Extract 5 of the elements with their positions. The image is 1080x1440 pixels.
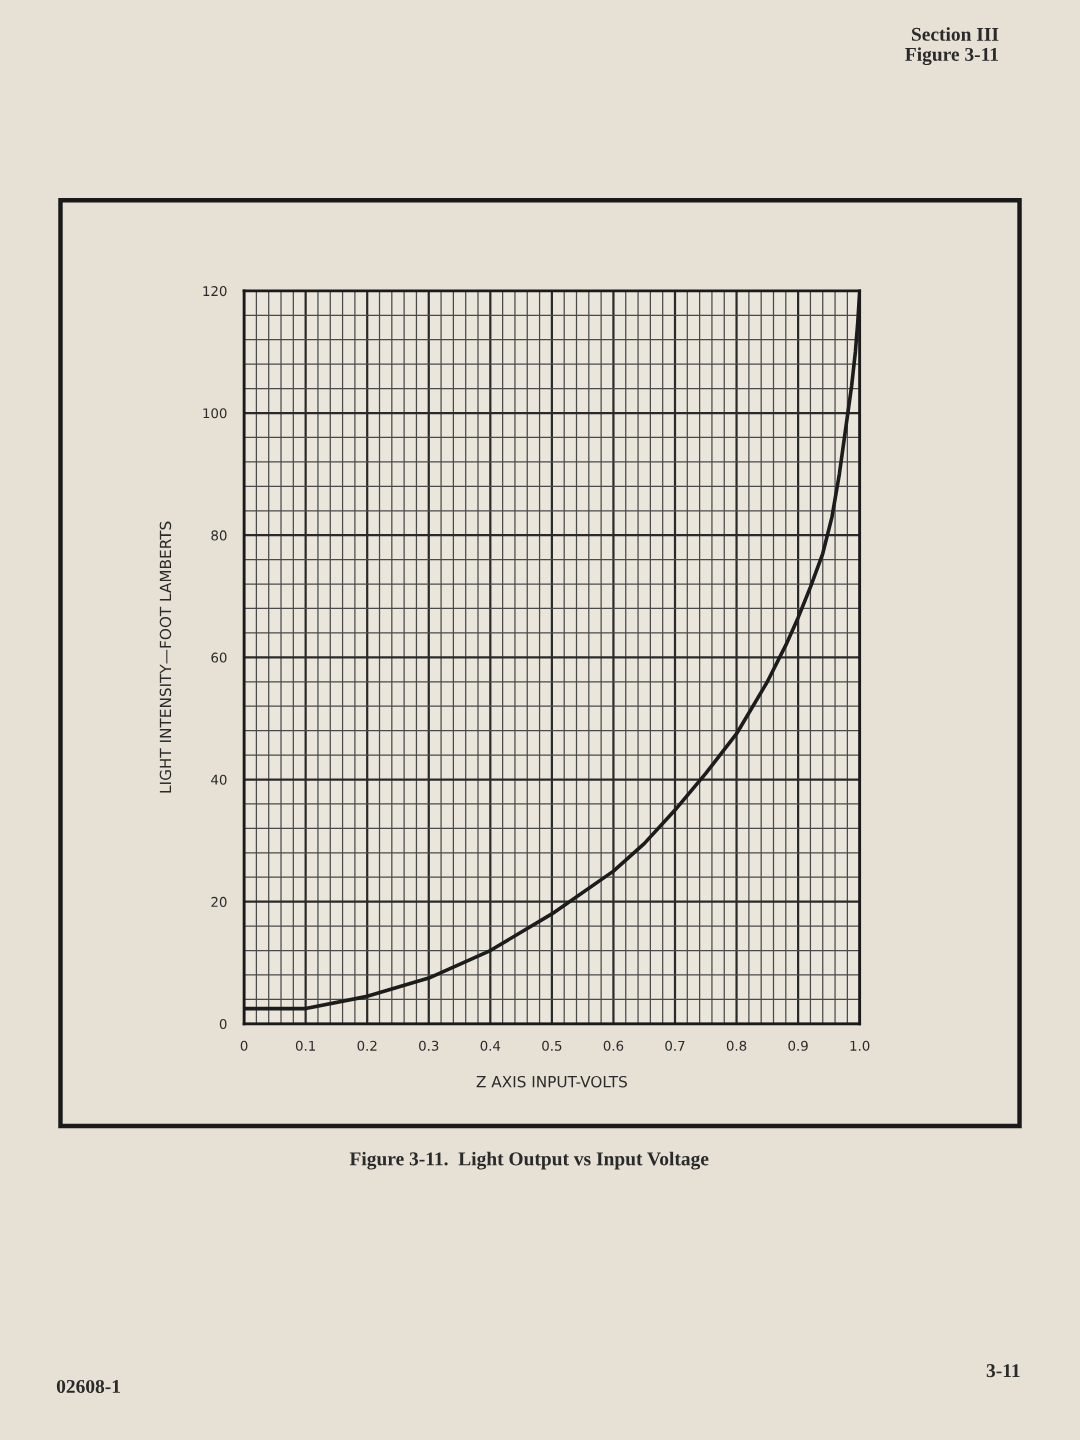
text: Section III <box>911 27 999 41</box>
text: 02608-1 <box>56 1379 120 1394</box>
text: 3-11 <box>986 1364 1020 1378</box>
text: Figure 3-11. Light Output vs Input Voltage <box>349 1151 709 1170</box>
caption: Figure 3-11 <box>905 47 998 66</box>
